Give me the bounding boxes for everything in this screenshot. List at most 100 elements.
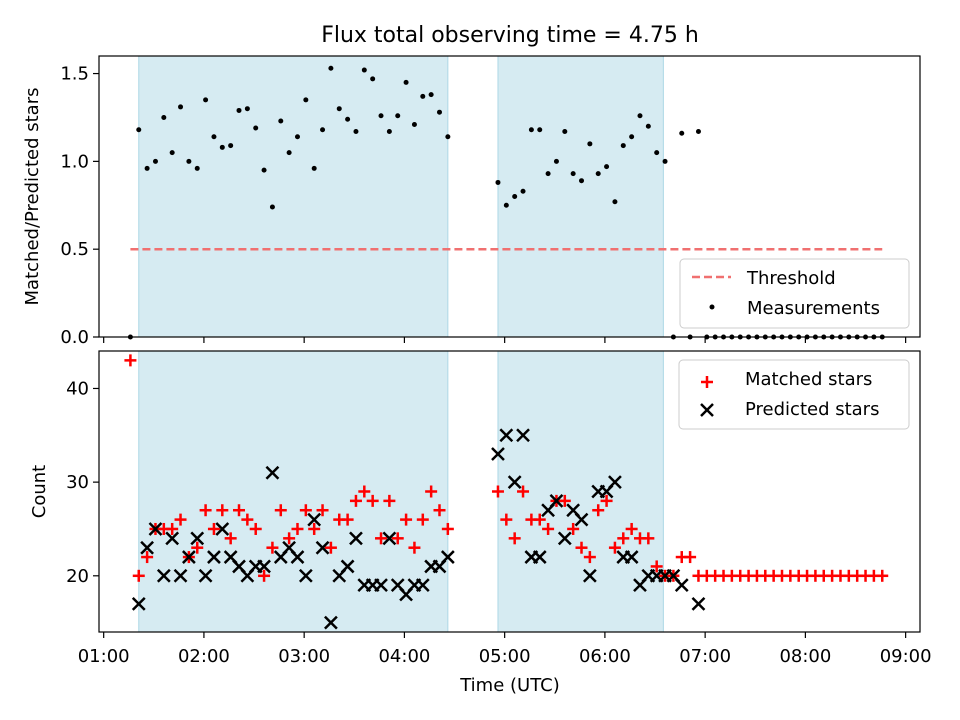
matched-stars-point-50	[583, 551, 596, 564]
matched-stars-point-24	[324, 541, 337, 554]
measurements-point-22	[311, 165, 317, 171]
matched-stars-point-17	[266, 541, 279, 554]
measurements-point-9	[203, 97, 209, 103]
measurements-point-38	[445, 134, 451, 140]
predicted-stars-point-29	[374, 578, 388, 593]
top-y-tick-label-1: 0.5	[60, 239, 89, 260]
predicted-stars-point-46	[557, 531, 572, 546]
top-legend-label-0: Threshold	[746, 268, 836, 289]
measurements-point-7	[186, 158, 192, 164]
measurements-point-25	[336, 106, 342, 112]
matched-stars-point-1	[132, 569, 145, 582]
matched-stars-point-12	[224, 532, 237, 545]
matched-legend-swatch	[701, 376, 713, 388]
measurements-point-5	[169, 150, 175, 156]
predicted-stars-point-38	[491, 447, 505, 461]
measurements-point-32	[395, 113, 401, 119]
matched-stars-point-23	[316, 504, 329, 517]
matched-stars-point-33	[400, 513, 413, 526]
measurements-point-42	[520, 188, 526, 194]
matched-stars-point-55	[625, 522, 638, 535]
measurements-point-2	[144, 165, 150, 171]
measurements-point-14	[244, 106, 250, 112]
bottom-legend-label-0: Matched stars	[745, 369, 872, 390]
measurements-point-15	[253, 125, 259, 131]
matched-stars-point-11	[216, 504, 229, 517]
x-tick-label-7: 08:00	[779, 646, 831, 667]
predicted-stars-point-19	[290, 550, 305, 564]
matched-stars-point-28	[358, 485, 371, 498]
matched-stars-point-15	[249, 522, 262, 535]
matched-stars-point-35	[416, 513, 429, 526]
bottom-panel: 20 30 40 01:00 02:00 03:00 04:00 05:00 06:00 07:…	[29, 350, 932, 696]
matched-stars-point-14	[241, 513, 254, 526]
predicted-stars-point-60	[674, 578, 689, 593]
matched-stars-point-9	[199, 504, 212, 517]
bottom-plot-marks	[124, 354, 889, 630]
measurements-point-35	[420, 93, 426, 99]
predicted-stars-point-48	[574, 512, 589, 527]
predicted-stars-point-9	[207, 550, 221, 564]
measurements-point-30	[378, 113, 384, 119]
predicted-stars-point-8	[198, 568, 213, 583]
predicted-stars-point-52	[608, 475, 622, 490]
bottom-y-tick-label-0: 20	[66, 566, 89, 587]
measurements-point-52	[604, 164, 610, 170]
predicted-stars-point-37	[440, 550, 455, 564]
bottom-x-axis: 01:00 02:00 03:00 04:00 05:00 06:00 07:00 08:00…	[78, 632, 932, 667]
predicted-stars-point-6	[182, 550, 196, 564]
top-legend-label-1: Measurements	[747, 298, 880, 319]
measurements-point-16	[261, 167, 267, 173]
matched-stars-point-20	[291, 522, 304, 535]
x-tick-label-3: 04:00	[378, 646, 430, 667]
measurements-point-51	[595, 171, 601, 177]
bottom-legend-label-1: Predicted stars	[745, 399, 879, 420]
predicted-stars-point-16	[265, 465, 280, 480]
predicted-stars-point-39	[499, 428, 514, 443]
x-axis-label: Time (UTC)	[459, 675, 560, 696]
measurements-point-40	[503, 202, 509, 208]
bottom-y-axis: 20 30 40	[66, 378, 99, 587]
predicted-stars-point-45	[549, 493, 564, 508]
x-tick-label-6: 07:00	[679, 646, 731, 667]
top-axes-frame	[98, 55, 921, 338]
top-y-tick-label-2: 1.0	[60, 151, 89, 172]
measurements-point-12	[228, 143, 234, 149]
matched-stars-point-2	[141, 551, 154, 564]
predicted-stars-point-7	[190, 531, 205, 546]
measurements-point-45	[545, 171, 551, 177]
predicted-stars-point-41	[516, 428, 530, 443]
bottom-axes-frame	[98, 350, 921, 633]
measurements-point-33	[403, 79, 409, 85]
predicted-stars-point-15	[257, 559, 271, 574]
measurements-point-59	[662, 158, 668, 164]
matched-stars-point-53	[608, 541, 621, 554]
bottom-y-axis-label: Count	[29, 465, 50, 518]
matched-stars-point-22	[308, 522, 321, 535]
measurements-point-10	[211, 134, 217, 140]
measurements-point-56	[637, 113, 643, 119]
matched-stars-point-47	[558, 494, 571, 507]
matched-stars-point-13	[233, 504, 246, 517]
matched-stars-point-6	[174, 513, 187, 526]
measurements-point-54	[620, 143, 626, 149]
measurements-point-1	[136, 127, 142, 133]
measurements-point-4	[161, 114, 167, 120]
measurements-point-43	[528, 127, 534, 133]
measurements-point-55	[629, 134, 635, 140]
measurements-point-28	[361, 67, 367, 73]
measurements-point-48	[570, 171, 576, 177]
measurements-point-24	[328, 65, 334, 71]
x-tick-label-1: 02:00	[178, 646, 230, 667]
matched-stars-point-26	[341, 513, 354, 526]
matched-stars-point-85	[876, 569, 889, 582]
top-y-tick-label-0: 0.0	[60, 327, 89, 348]
x-tick-label-4: 05:00	[479, 646, 531, 667]
top-shaded-regions	[138, 55, 664, 338]
chart-title: Flux total observing time = 4.75 h	[321, 23, 699, 48]
matched-stars-point-34	[408, 541, 421, 554]
matched-stars-point-42	[517, 485, 530, 498]
x-tick-label-2: 03:00	[278, 646, 330, 667]
predicted-stars-point-2	[148, 522, 163, 536]
